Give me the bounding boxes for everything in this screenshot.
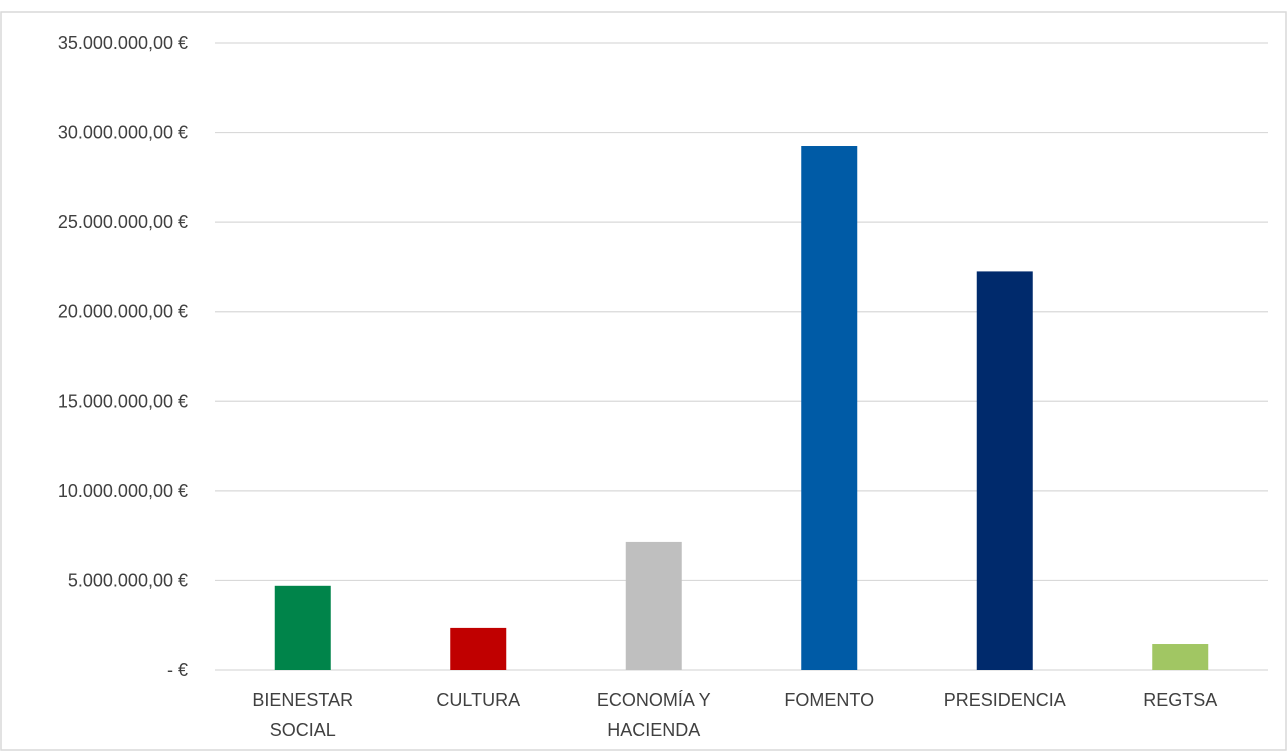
gridlines [215, 42, 1268, 671]
y-tick-label: 20.000.000,00 € [58, 302, 188, 322]
y-axis-tick-labels: - € 5.000.000,00 € 10.000.000,00 € 15.000.0… [58, 33, 188, 680]
chart-frame [0, 11, 1287, 751]
bars [274, 146, 1209, 670]
bar [1152, 644, 1209, 670]
y-tick-label: 5.000.000,00 € [68, 570, 188, 590]
y-tick-label: - € [167, 660, 188, 680]
bar [274, 585, 331, 670]
bar [625, 541, 682, 670]
bar [801, 146, 858, 670]
x-category-label: SOCIAL [270, 720, 336, 740]
x-axis-category-labels: BIENESTAR SOCIAL CULTURA ECONOMÍA Y HACIENDA… [252, 690, 1217, 740]
x-category-label: PRESIDENCIA [944, 690, 1066, 710]
x-category-label: REGTSA [1143, 690, 1217, 710]
x-category-label: CULTURA [436, 690, 520, 710]
y-tick-label: 10.000.000,00 € [58, 481, 188, 501]
x-category-label: FOMENTO [784, 690, 874, 710]
y-tick-label: 15.000.000,00 € [58, 391, 188, 411]
y-tick-label: 35.000.000,00 € [58, 33, 188, 53]
y-tick-label: 25.000.000,00 € [58, 212, 188, 232]
x-category-label: HACIENDA [607, 720, 700, 740]
bar [976, 271, 1033, 670]
x-category-label: BIENESTAR [252, 690, 353, 710]
x-category-label: ECONOMÍA Y [597, 690, 711, 710]
bar [450, 627, 507, 670]
y-tick-label: 30.000.000,00 € [58, 123, 188, 143]
